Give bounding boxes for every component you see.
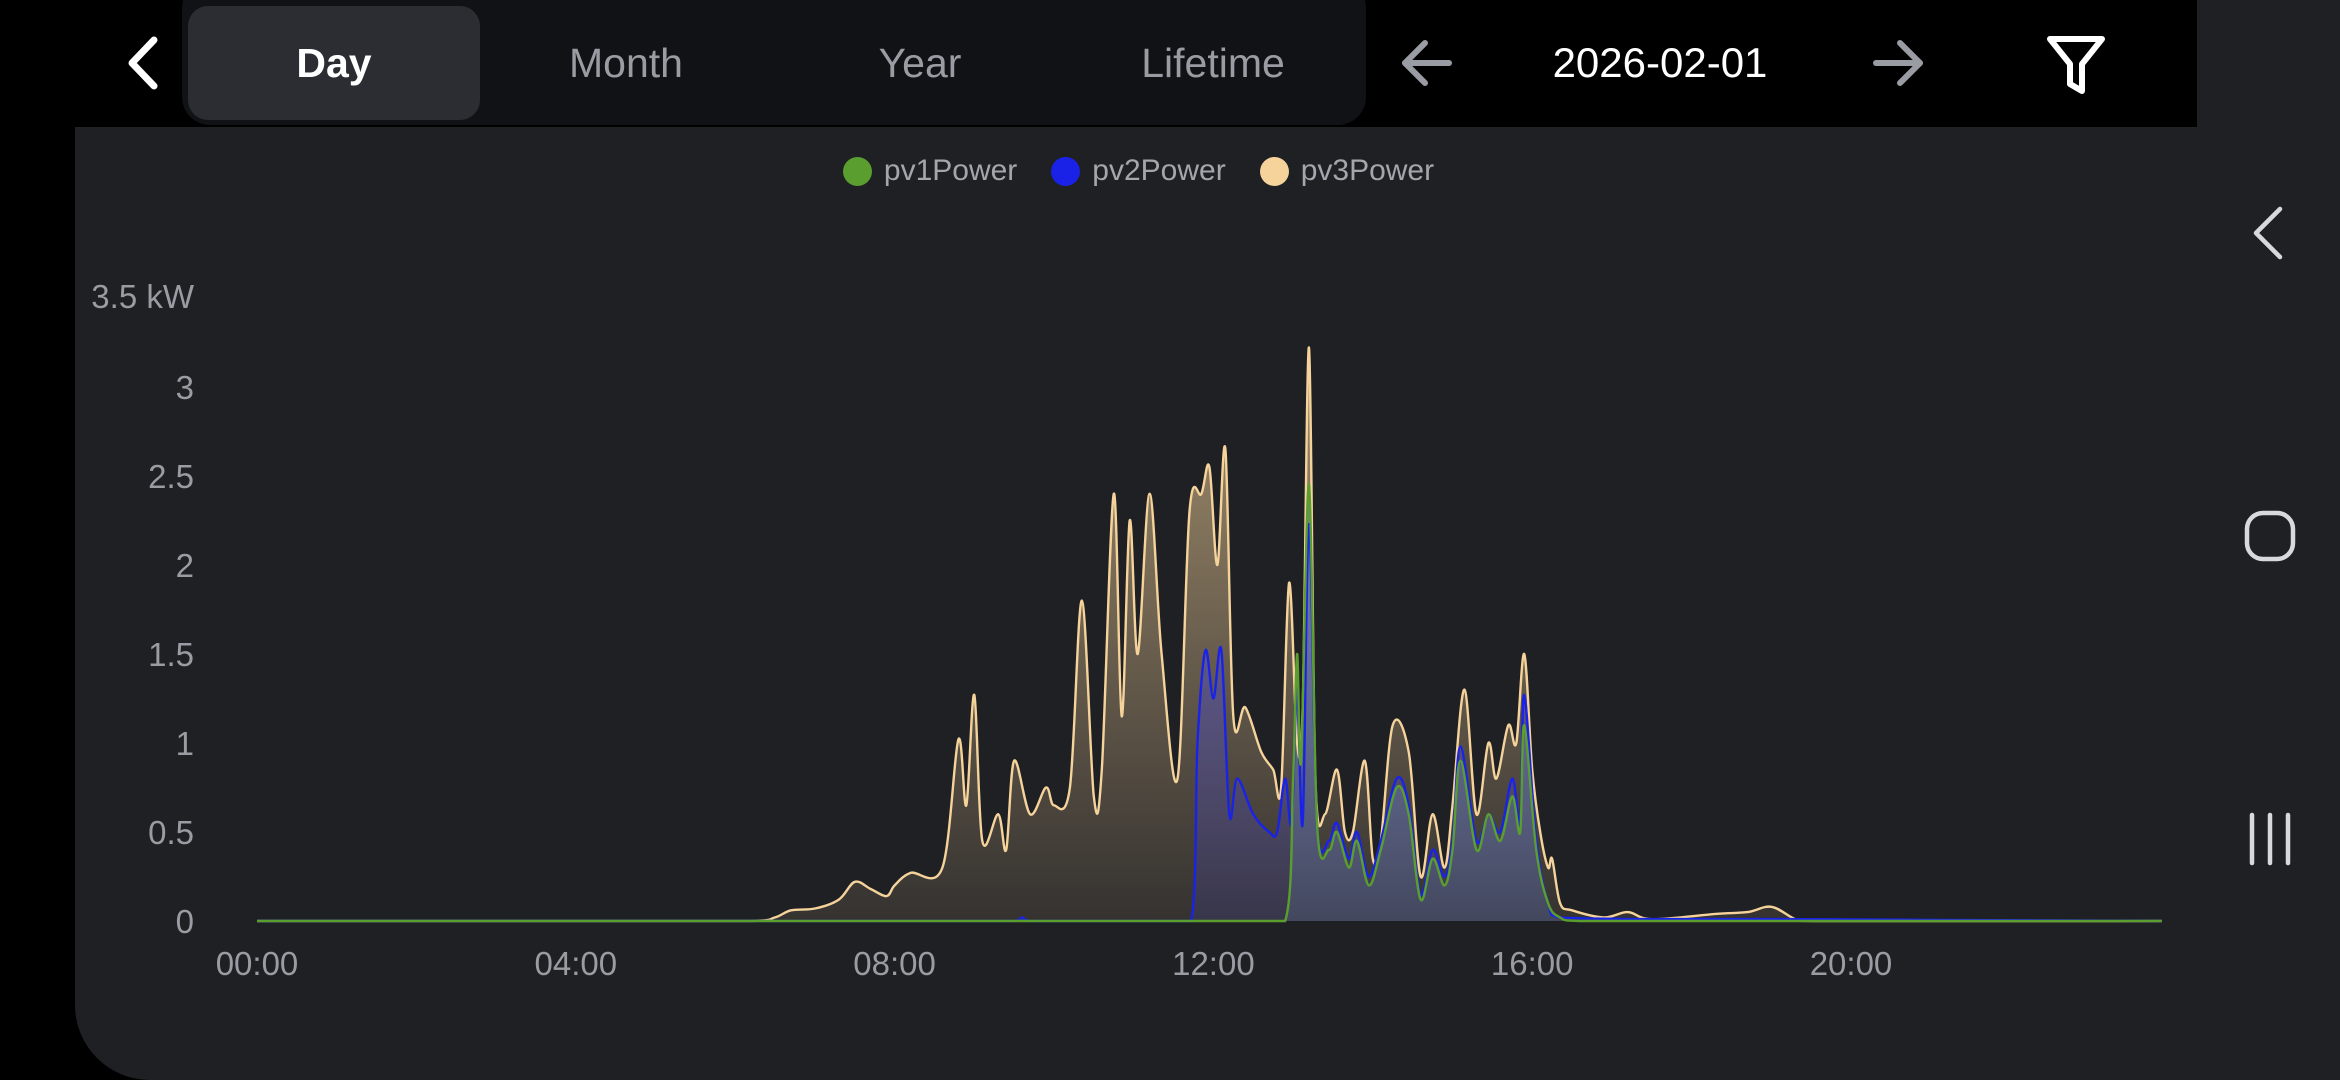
- y-tick-label: 2.5: [148, 458, 194, 495]
- system-navigation-bar: [2197, 0, 2340, 1080]
- series-area-pv3Power: [257, 347, 2162, 921]
- x-tick-label: 08:00: [853, 945, 936, 982]
- filter-icon[interactable]: [2046, 34, 2106, 96]
- x-tick-label: 12:00: [1172, 945, 1255, 982]
- series-area-pv2Power: [257, 524, 2162, 921]
- legend-item-pv2[interactable]: pv2Power: [1051, 150, 1226, 192]
- arrow-right-icon[interactable]: [1868, 30, 1928, 96]
- back-icon[interactable]: [2240, 203, 2300, 263]
- legend-item-pv1[interactable]: pv1Power: [842, 150, 1018, 192]
- y-tick-label: 0: [176, 903, 194, 940]
- x-tick-label: 16:00: [1491, 945, 1574, 982]
- legend-dot-pv3: [1259, 156, 1289, 186]
- tab-month[interactable]: Month: [569, 39, 683, 86]
- power-chart: 0 0.5 1 1.5 2 2.5 3 3.5 kW 00:00 04:00 08:00 12:0…: [91, 278, 2162, 982]
- chart-legend: pv1Power pv2Power pv3Power: [0, 150, 2197, 192]
- legend-dot-pv2: [1051, 156, 1081, 186]
- y-tick-label: 0.5: [148, 814, 194, 851]
- y-tick-label: 3: [176, 369, 194, 406]
- tab-lifetime[interactable]: Lifetime: [1141, 39, 1285, 86]
- legend-label: pv2Power: [1092, 154, 1226, 187]
- legend-label: pv3Power: [1300, 154, 1435, 187]
- y-unit-label: 3.5 kW: [91, 278, 195, 315]
- legend-label: pv1Power: [883, 154, 1018, 187]
- y-tick-label: 1: [176, 725, 194, 762]
- tab-day[interactable]: Day: [188, 6, 480, 120]
- arrow-left-icon[interactable]: [1397, 30, 1457, 96]
- recents-icon[interactable]: [2240, 809, 2300, 869]
- x-tick-label: 04:00: [535, 945, 618, 982]
- series-line-pv1Power: [257, 483, 2162, 923]
- top-bar: Day Month Year Lifetime 2026-02-01: [0, 0, 2197, 127]
- y-tick-label: 2: [176, 547, 194, 584]
- series-line-pv3Power: [257, 346, 2162, 923]
- tab-year[interactable]: Year: [878, 39, 962, 86]
- period-segmented-control: Day Month Year Lifetime: [182, 0, 1366, 125]
- x-tick-label: 20:00: [1810, 945, 1893, 982]
- date-label[interactable]: 2026-02-01: [1552, 39, 1768, 86]
- back-chevron-icon[interactable]: [118, 30, 168, 96]
- x-tick-label: 00:00: [216, 945, 299, 982]
- home-icon[interactable]: [2240, 506, 2300, 566]
- series-line-pv2Power: [257, 522, 2162, 923]
- legend-item-pv3[interactable]: pv3Power: [1259, 150, 1435, 192]
- y-tick-label: 1.5: [148, 636, 194, 673]
- legend-dot-pv1: [842, 156, 872, 186]
